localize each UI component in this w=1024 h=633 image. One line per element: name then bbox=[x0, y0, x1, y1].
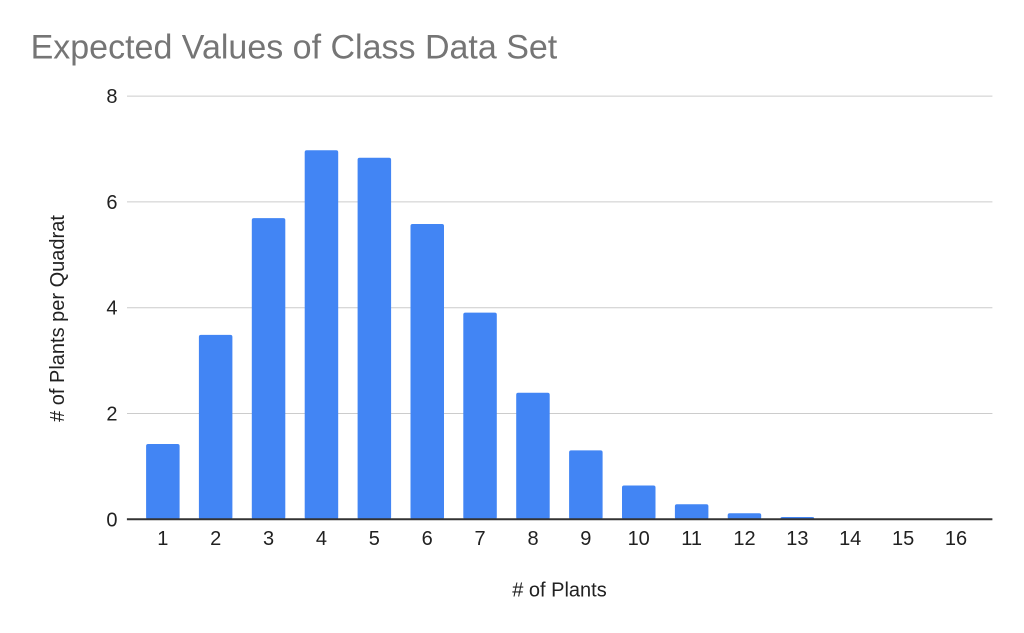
svg-text:8: 8 bbox=[106, 86, 117, 108]
svg-text:0: 0 bbox=[106, 509, 117, 531]
svg-text:4: 4 bbox=[106, 298, 117, 320]
svg-text:3: 3 bbox=[263, 528, 274, 550]
svg-text:5: 5 bbox=[369, 528, 380, 550]
svg-text:10: 10 bbox=[628, 528, 650, 550]
svg-text:9: 9 bbox=[580, 528, 591, 550]
svg-text:13: 13 bbox=[786, 528, 808, 550]
svg-text:2: 2 bbox=[210, 528, 221, 550]
svg-text:11: 11 bbox=[681, 528, 702, 550]
svg-text:7: 7 bbox=[475, 528, 486, 550]
svg-text:1: 1 bbox=[157, 528, 168, 550]
svg-text:# of Plants: # of Plants bbox=[512, 579, 607, 601]
svg-text:6: 6 bbox=[422, 528, 433, 550]
svg-text:Expected Values of Class Data: Expected Values of Class Data Set bbox=[31, 28, 558, 66]
svg-text:15: 15 bbox=[892, 528, 914, 550]
svg-text:2: 2 bbox=[106, 404, 117, 426]
svg-text:4: 4 bbox=[316, 528, 327, 550]
svg-text:14: 14 bbox=[839, 528, 861, 550]
svg-text:16: 16 bbox=[945, 528, 967, 550]
svg-text:# of Plants per Quadrat: # of Plants per Quadrat bbox=[47, 215, 69, 422]
svg-text:8: 8 bbox=[527, 528, 538, 550]
svg-text:6: 6 bbox=[106, 192, 117, 214]
svg-text:12: 12 bbox=[733, 528, 755, 550]
